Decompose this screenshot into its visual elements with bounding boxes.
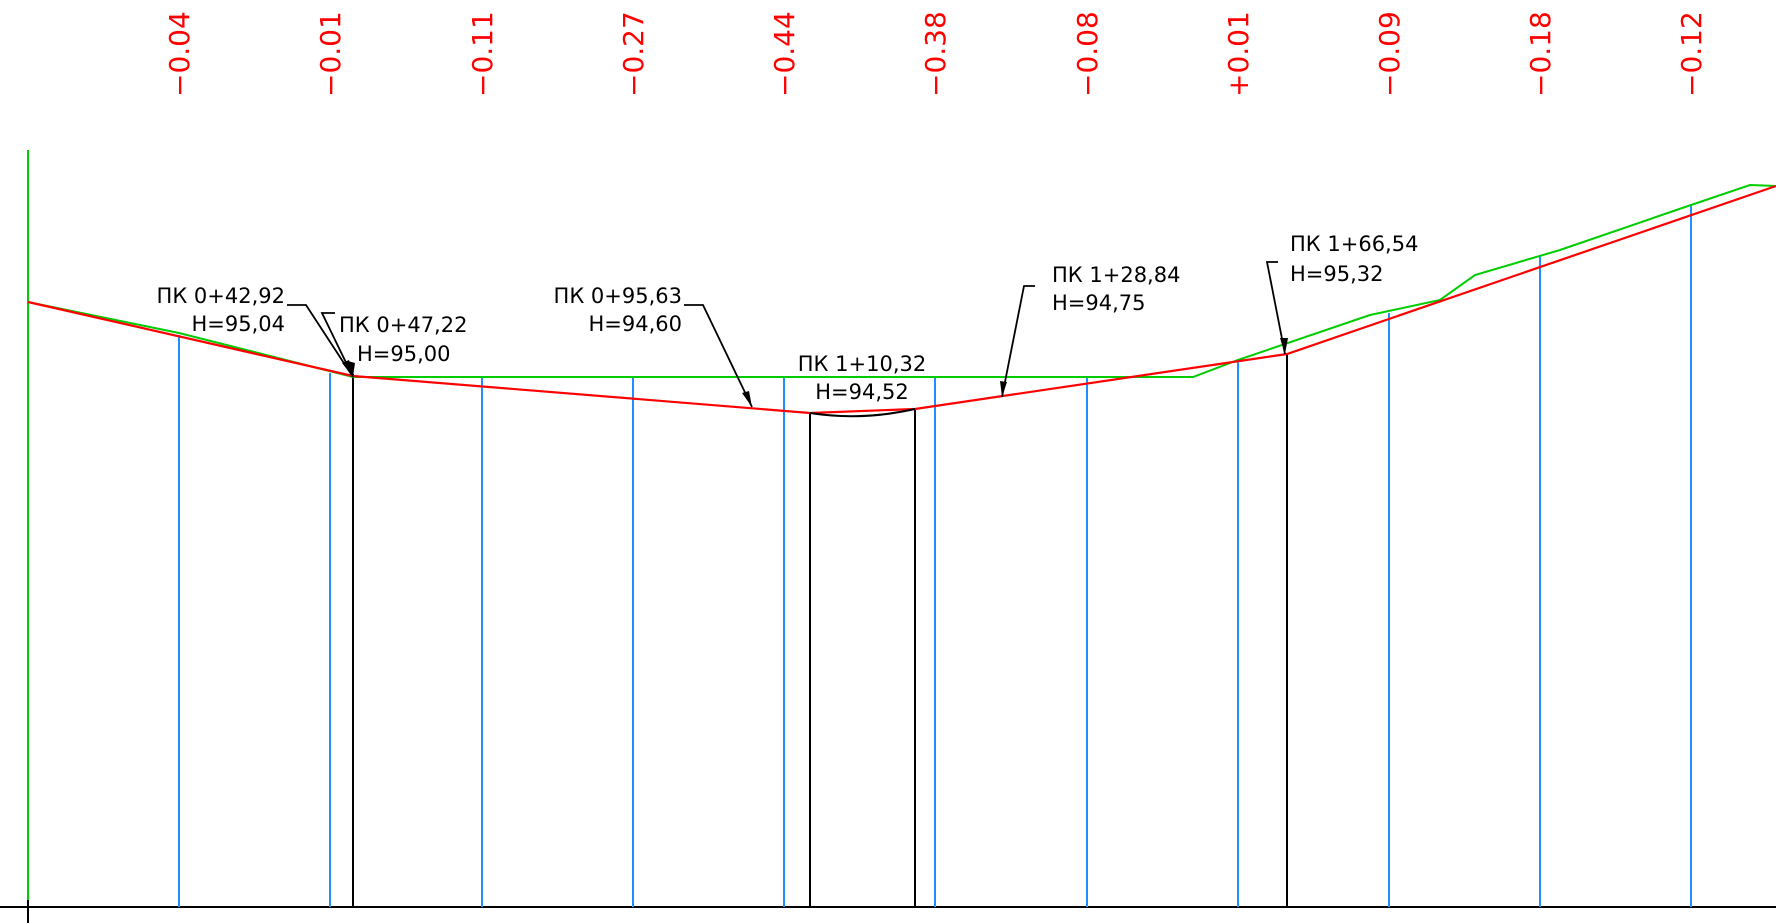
deviation-value: −0.08 — [1071, 11, 1104, 97]
leader-arrowhead — [1000, 381, 1007, 397]
leader-arrowhead — [348, 361, 355, 377]
breakpoint-lines — [352, 354, 1288, 907]
station-label: ПК 1+10,32 — [798, 352, 926, 376]
elevation-label: H=95,32 — [1290, 262, 1384, 286]
station-label: ПК 0+47,22 — [339, 313, 467, 337]
leader-line — [320, 312, 354, 378]
deviation-value: −0.18 — [1524, 11, 1557, 97]
deviation-value: +0.01 — [1222, 11, 1255, 97]
leader-arrows — [342, 338, 1288, 407]
deviation-value: −0.11 — [466, 11, 499, 97]
leader-arrowhead — [342, 360, 353, 377]
deviation-value: −0.38 — [919, 11, 952, 97]
leader-arrowhead — [1280, 338, 1288, 354]
leader-line — [1265, 261, 1286, 355]
elevation-label: H=95,04 — [191, 312, 285, 336]
deviation-value: −0.04 — [163, 11, 196, 97]
station-label: ПК 0+42,92 — [157, 284, 285, 308]
elevation-label: H=94,75 — [1052, 291, 1146, 315]
leader-line — [1001, 285, 1035, 398]
station-annotations: ПК 0+42,92 H=95,04 ПК 0+47,22 H=95,00 ПК… — [157, 232, 1419, 404]
station-label: ПК 1+28,84 — [1052, 263, 1180, 287]
deviation-value: −0.09 — [1373, 11, 1406, 97]
station-label: ПК 0+95,63 — [554, 284, 682, 308]
elevation-label: H=94,52 — [815, 380, 909, 404]
elevation-label: H=94,60 — [588, 312, 682, 336]
leader-line — [684, 304, 753, 408]
deviation-value: −0.12 — [1675, 11, 1708, 97]
deviation-value: −0.01 — [314, 11, 347, 97]
deviation-value: −0.27 — [617, 11, 650, 97]
vertical-curve — [809, 408, 916, 418]
leader-lines — [287, 261, 1286, 408]
station-lines — [178, 206, 1692, 907]
station-label: ПК 1+66,54 — [1290, 232, 1418, 256]
deviation-values: −0.04 −0.01 −0.11 −0.27 −0.44 −0.38 −0.0… — [163, 11, 1708, 97]
deviation-value: −0.44 — [768, 11, 801, 97]
leader-arrowhead — [742, 391, 752, 407]
leader-line — [287, 304, 354, 378]
elevation-label: H=95,00 — [357, 342, 451, 366]
design-profile-line — [27, 184, 1776, 415]
